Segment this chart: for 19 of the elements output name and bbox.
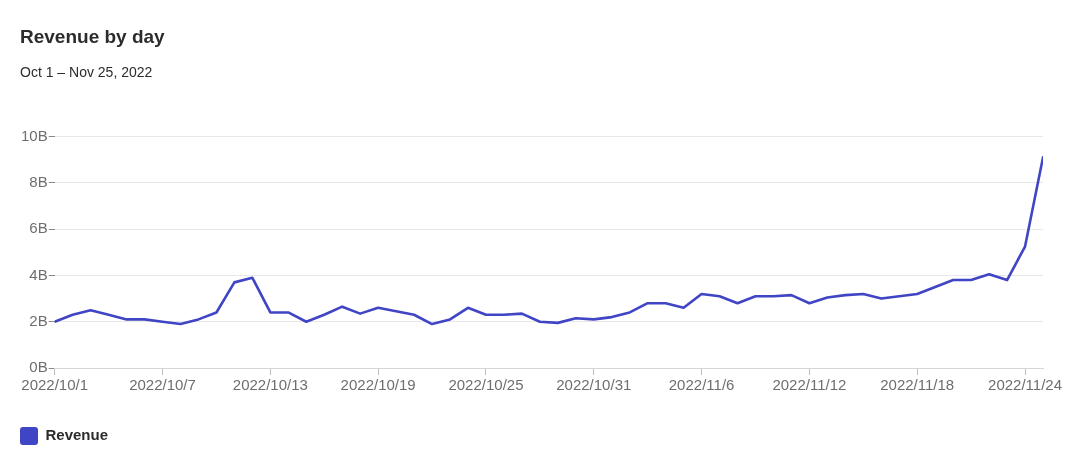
x-tick-label: 2022/11/6 [668, 376, 735, 394]
x-tick-label: 2022/10/7 [129, 376, 196, 394]
x-tick-label: 2022/11/12 [772, 376, 847, 394]
y-tick-label: 0B [29, 358, 48, 376]
y-tick-label: 4B [29, 265, 48, 283]
x-tick-label: 2022/10/1 [21, 376, 89, 394]
chart-subtitle: Oct 1 – Nov 25, 2022 [20, 64, 153, 81]
x-tick-label: 2022/11/24 [988, 376, 1063, 394]
chart-title: Revenue by day [20, 25, 166, 47]
y-tick-label: 10B [20, 126, 48, 144]
x-tick-label: 2022/11/18 [880, 376, 955, 394]
x-tick-label: 2022/10/19 [340, 376, 416, 394]
y-tick-label: 8B [29, 173, 48, 191]
legend-label: Revenue [45, 426, 109, 444]
y-tick-label: 6B [29, 219, 48, 237]
y-tick-label: 2B [29, 311, 48, 329]
x-tick-label: 2022/10/31 [556, 376, 632, 394]
x-tick-label: 2022/10/13 [232, 376, 308, 394]
x-tick-label: 2022/10/25 [448, 376, 524, 394]
